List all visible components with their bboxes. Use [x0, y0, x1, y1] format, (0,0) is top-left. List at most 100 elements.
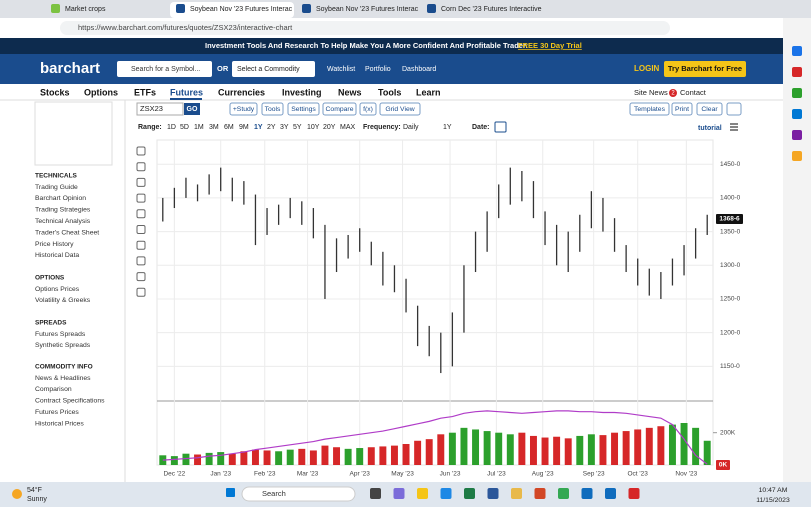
nav-item[interactable]: News — [338, 87, 362, 97]
expand-button[interactable] — [726, 102, 742, 116]
toolbar-button[interactable] — [696, 102, 723, 116]
taskbar-app[interactable] — [464, 488, 475, 499]
range-option[interactable]: 2Y — [267, 124, 276, 131]
toolbar-button[interactable] — [379, 102, 421, 116]
banner-link[interactable]: FREE 30 Day Trial — [518, 41, 582, 50]
drawing-tool[interactable] — [136, 146, 146, 156]
tutorial-link[interactable]: tutorial — [698, 125, 722, 132]
extension-icon[interactable] — [792, 151, 802, 161]
sidebar-link[interactable]: News & Headlines — [35, 375, 91, 382]
start-button[interactable] — [226, 488, 235, 497]
taskbar-app[interactable] — [628, 488, 640, 499]
range-option[interactable]: MAX — [340, 124, 356, 131]
tab-title[interactable]: Soybean Nov '23 Futures Interac — [316, 6, 419, 13]
drawing-tool[interactable] — [136, 256, 146, 266]
symbol-search[interactable] — [117, 61, 212, 77]
range-option[interactable]: 5D — [180, 124, 189, 131]
sidebar-link[interactable]: Barchart Opinion — [35, 195, 86, 202]
nav-item[interactable]: Tools — [378, 87, 401, 97]
range-option[interactable]: 3M — [209, 124, 219, 131]
nav-item[interactable]: Stocks — [40, 87, 70, 97]
sidebar-link[interactable]: Trader's Cheat Sheet — [35, 229, 99, 236]
sidebar-link[interactable]: Options Prices — [35, 286, 80, 293]
taskbar-app[interactable] — [581, 488, 593, 499]
nav-item[interactable]: ETFs — [134, 87, 156, 97]
drawing-tool[interactable] — [136, 240, 146, 250]
toolbar-button[interactable] — [671, 102, 693, 116]
drawing-tool[interactable] — [136, 193, 146, 203]
range-option[interactable]: 1M — [194, 124, 204, 131]
sidebar-link[interactable]: Historical Data — [35, 252, 79, 259]
taskbar-app[interactable] — [534, 488, 546, 499]
nav-item[interactable]: Futures — [170, 87, 203, 97]
nav-item[interactable]: Options — [84, 87, 118, 97]
drawing-tool[interactable] — [136, 162, 146, 172]
taskbar-app[interactable] — [440, 488, 452, 499]
drawing-tool[interactable] — [136, 209, 146, 219]
drawing-tool[interactable] — [136, 272, 146, 282]
extension-icon[interactable] — [792, 46, 802, 56]
symbol-input[interactable] — [136, 102, 184, 116]
range-option[interactable]: 1D — [167, 124, 176, 131]
taskbar-app[interactable] — [511, 488, 522, 499]
range-option[interactable]: 10Y — [307, 124, 320, 131]
toolbar-button[interactable] — [287, 102, 320, 116]
extension-icon[interactable] — [792, 109, 802, 119]
range-option[interactable]: 9M — [239, 124, 249, 131]
extension-icon[interactable] — [792, 130, 802, 140]
sidebar-link[interactable]: Comparison — [35, 386, 72, 393]
drawing-tool[interactable] — [136, 287, 146, 297]
calendar-button[interactable] — [494, 121, 507, 133]
tab-title[interactable]: Market crops — [65, 6, 106, 13]
sidebar-link[interactable]: Price History — [35, 241, 74, 248]
period-select[interactable]: 1Y — [443, 124, 452, 131]
taskbar-app[interactable] — [558, 488, 569, 499]
nav-item[interactable]: Learn — [416, 87, 441, 97]
range-option[interactable]: 5Y — [293, 124, 302, 131]
tab-title[interactable]: Corn Dec '23 Futures Interactive — [441, 6, 542, 13]
sidebar-link[interactable]: Trading Guide — [35, 184, 78, 191]
range-option[interactable]: 3Y — [280, 124, 289, 131]
toolbar-button[interactable] — [629, 102, 670, 116]
frequency-select[interactable]: Daily — [403, 124, 419, 131]
sidebar-link[interactable]: Technical Analysis — [35, 218, 91, 225]
logo[interactable]: barchart — [40, 60, 100, 77]
toolbar-button[interactable] — [261, 102, 284, 116]
taskbar-app[interactable] — [370, 488, 381, 499]
range-option[interactable]: 1Y — [254, 124, 263, 131]
taskbar-app[interactable] — [393, 488, 405, 499]
login-link[interactable]: LOGIN — [634, 64, 660, 73]
nav-item[interactable]: Investing — [282, 87, 322, 97]
sidebar-link[interactable]: Futures Prices — [35, 409, 79, 416]
toolbar-button[interactable] — [322, 102, 357, 116]
sidebar-link[interactable]: Synthetic Spreads — [35, 342, 91, 349]
toolbar-button[interactable] — [359, 102, 377, 116]
contact-link[interactable]: Contact — [680, 88, 707, 97]
taskbar-app[interactable] — [487, 488, 499, 499]
sidebar-link[interactable]: Historical Prices — [35, 420, 84, 427]
taskbar-app[interactable] — [605, 488, 616, 499]
range-option[interactable]: 20Y — [323, 124, 336, 131]
header-link[interactable]: Watchlist — [327, 66, 355, 73]
url[interactable]: https://www.barchart.com/futures/quotes/… — [78, 23, 293, 32]
commodity-select[interactable] — [232, 61, 315, 77]
sidebar-link[interactable]: Volatility & Greeks — [35, 297, 91, 304]
sidebar-link[interactable]: Trading Strategies — [35, 207, 91, 214]
url-field[interactable] — [60, 21, 670, 35]
site-news[interactable]: Site News — [634, 88, 668, 97]
taskbar-search[interactable] — [241, 486, 356, 502]
drawing-tool[interactable] — [136, 177, 146, 187]
nav-item[interactable]: Currencies — [218, 87, 265, 97]
range-option[interactable]: 6M — [224, 124, 234, 131]
go-button[interactable] — [184, 103, 200, 115]
taskbar-app[interactable] — [417, 488, 428, 499]
extension-icon[interactable] — [792, 67, 802, 77]
drawing-tool[interactable] — [136, 225, 146, 234]
extension-icon[interactable] — [792, 88, 802, 98]
header-link[interactable]: Dashboard — [402, 66, 436, 73]
tab-title[interactable]: Soybean Nov '23 Futures Interac — [190, 6, 293, 13]
toolbar-button[interactable] — [229, 102, 258, 116]
header-link[interactable]: Portfolio — [365, 66, 391, 73]
active-tab[interactable] — [170, 2, 294, 18]
sidebar-link[interactable]: Futures Spreads — [35, 331, 86, 338]
